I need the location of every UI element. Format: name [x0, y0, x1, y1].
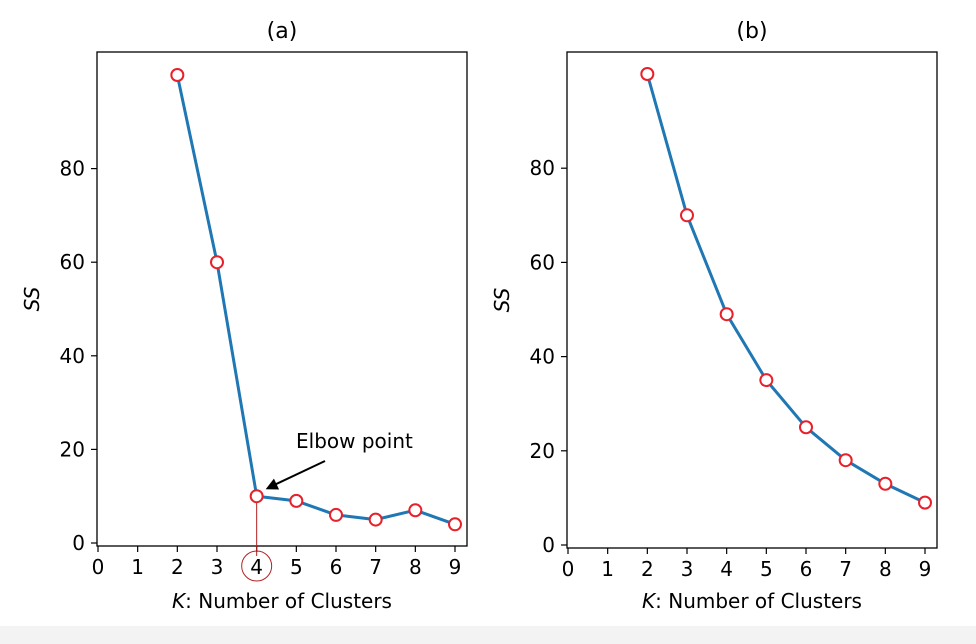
data-point — [249, 489, 264, 504]
annotation-arrow-shaft — [271, 460, 326, 488]
x-axis-label-text: : Number of Clusters — [185, 589, 392, 613]
data-point — [680, 208, 694, 223]
annotation-arrow-head — [265, 478, 280, 490]
data-point — [289, 493, 304, 508]
chart-title: (b) — [736, 19, 767, 44]
data-point — [799, 420, 813, 435]
data-point — [368, 512, 383, 527]
x-tick-label: 1 — [131, 555, 144, 579]
footer-bar — [0, 626, 976, 644]
x-tick-label: 4 — [250, 555, 263, 579]
plot-frame — [566, 51, 938, 549]
series-line — [645, 73, 926, 504]
chart-title: (a) — [267, 19, 298, 44]
x-axis-label: K: Number of Clusters — [642, 589, 862, 613]
data-point — [640, 67, 655, 81]
y-axis-label: SS — [490, 287, 514, 312]
data-point — [329, 507, 343, 522]
x-tick-label: 9 — [449, 555, 462, 579]
x-tick-label: 3 — [681, 557, 694, 581]
y-tick-label: 20 — [530, 439, 555, 463]
data-point — [210, 255, 224, 270]
plot-frame — [96, 51, 468, 547]
y-tick-label: 60 — [60, 250, 85, 274]
data-point — [448, 517, 462, 532]
x-tick-label: 8 — [409, 555, 422, 579]
data-point — [408, 503, 423, 518]
y-axis-label: SS — [20, 286, 44, 311]
x-tick-label: 7 — [839, 557, 852, 581]
annotation-label: Elbow point — [296, 429, 413, 453]
y-tick-label: 80 — [530, 156, 555, 180]
y-tick-label: 20 — [60, 437, 85, 461]
y-tick-label: 0 — [72, 531, 85, 555]
x-tick-label: 8 — [879, 557, 892, 581]
x-tick-label: 2 — [641, 557, 654, 581]
x-tick-label: 5 — [290, 555, 303, 579]
series-line — [175, 74, 456, 526]
x-axis-label-text: : Number of Clusters — [655, 589, 862, 613]
y-tick-label: 40 — [530, 345, 555, 369]
data-point — [878, 476, 893, 491]
x-tick-label: 0 — [562, 557, 575, 581]
x-tick-label: 2 — [171, 555, 184, 579]
x-tick-label: 4 — [720, 557, 733, 581]
y-tick-label: 60 — [530, 250, 555, 274]
x-axis-label-italic: K — [172, 589, 187, 613]
x-axis-label: K: Number of Clusters — [172, 589, 392, 613]
x-tick-label: 6 — [330, 555, 343, 579]
chart-panel-a: 0 1 2 3 4 5 6 7 8 9 0 20 40 60 80 (a) K: Number of Clust… — [20, 19, 468, 613]
data-point — [759, 373, 774, 388]
elbow-tick-highlight-circle — [241, 550, 273, 582]
x-axis-label-italic: K — [642, 589, 657, 613]
y-tick-label: 0 — [542, 533, 555, 557]
x-tick-label: 5 — [760, 557, 773, 581]
data-point — [838, 453, 853, 468]
chart-panel-b: 0 1 2 3 4 5 6 7 8 9 0 20 40 60 80 (b) K: Number of Clust… — [490, 19, 938, 613]
x-tick-label: 1 — [601, 557, 614, 581]
y-tick-label: 40 — [60, 344, 85, 368]
data-point — [918, 495, 932, 510]
x-tick-label: 9 — [919, 557, 932, 581]
data-point — [719, 307, 734, 322]
data-point — [170, 68, 185, 82]
x-tick-label: 7 — [369, 555, 382, 579]
x-tick-label: 6 — [800, 557, 813, 581]
x-tick-label: 0 — [92, 555, 105, 579]
x-tick-label: 3 — [211, 555, 224, 579]
y-tick-label: 80 — [60, 157, 85, 181]
